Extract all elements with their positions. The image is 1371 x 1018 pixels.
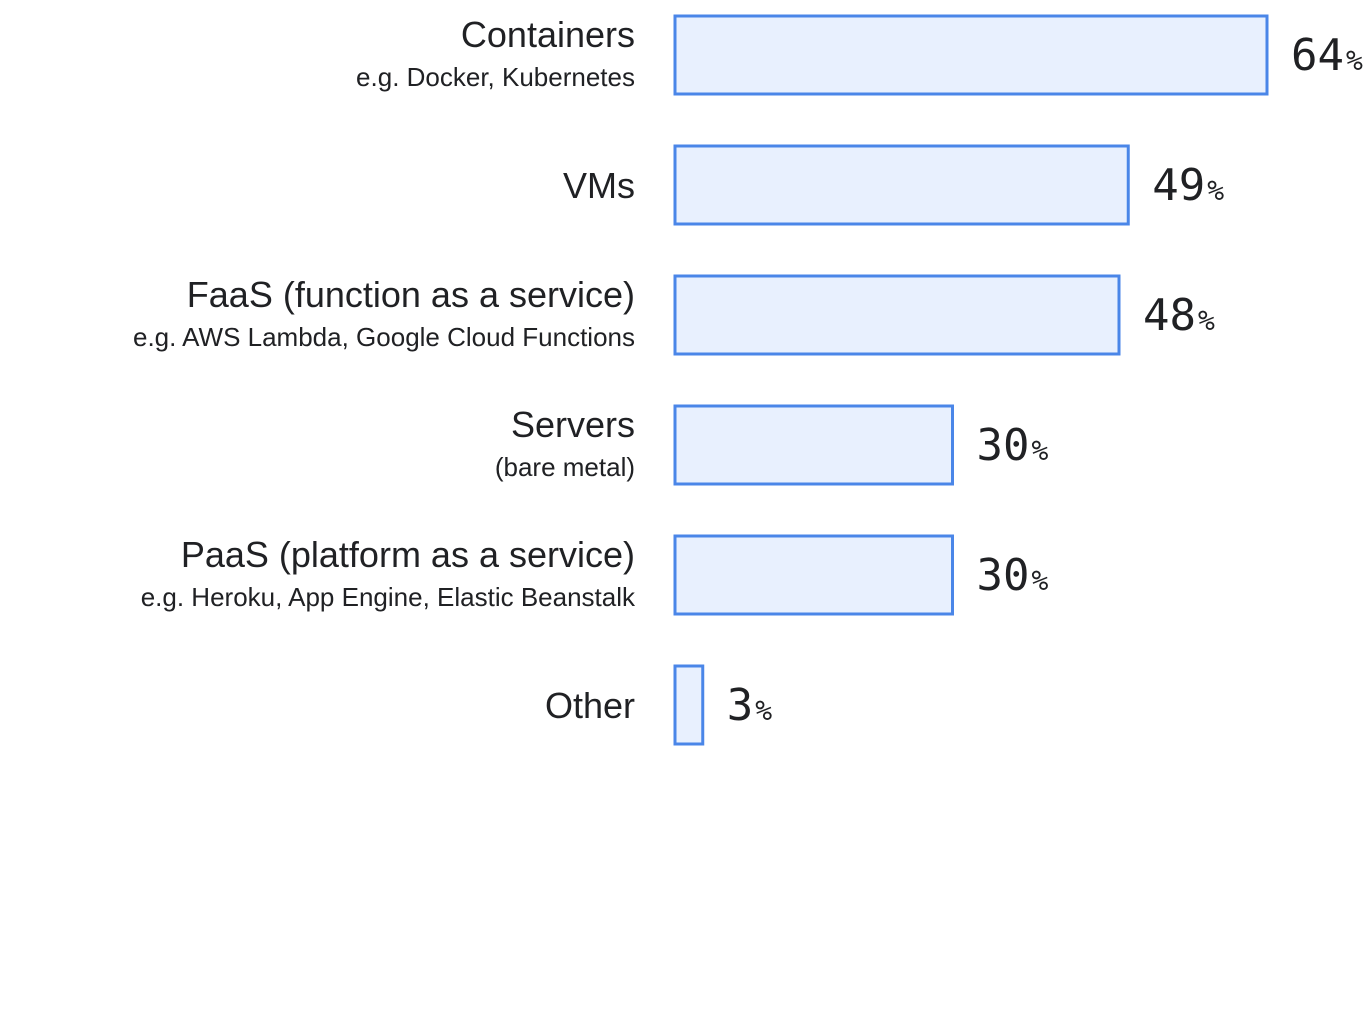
value-label: 48% [1143,290,1215,341]
bar-0 [673,14,1269,96]
category-label: Other [545,685,635,726]
value-label: 30% [977,420,1049,471]
bar-2 [673,274,1121,356]
category-label: PaaS (platform as a service) [181,534,635,575]
category-sublabel: e.g. Docker, Kubernetes [356,62,635,92]
category-sublabel: e.g. Heroku, App Engine, Elastic Beansta… [141,582,636,612]
category-label: Servers [511,404,635,445]
bar-5 [673,664,705,746]
category-sublabel: (bare metal) [495,452,635,482]
category-label: Containers [461,14,635,55]
value-label: 64% [1291,30,1363,81]
value-label: 3% [727,680,773,731]
value-label: 49% [1152,160,1224,211]
category-label: FaaS (function as a service) [187,274,635,315]
bar-4 [673,534,954,616]
bar-1 [673,144,1130,226]
bar-3 [673,404,954,486]
value-label: 30% [977,550,1049,601]
category-label: VMs [563,165,635,206]
category-sublabel: e.g. AWS Lambda, Google Cloud Functions [133,322,635,352]
